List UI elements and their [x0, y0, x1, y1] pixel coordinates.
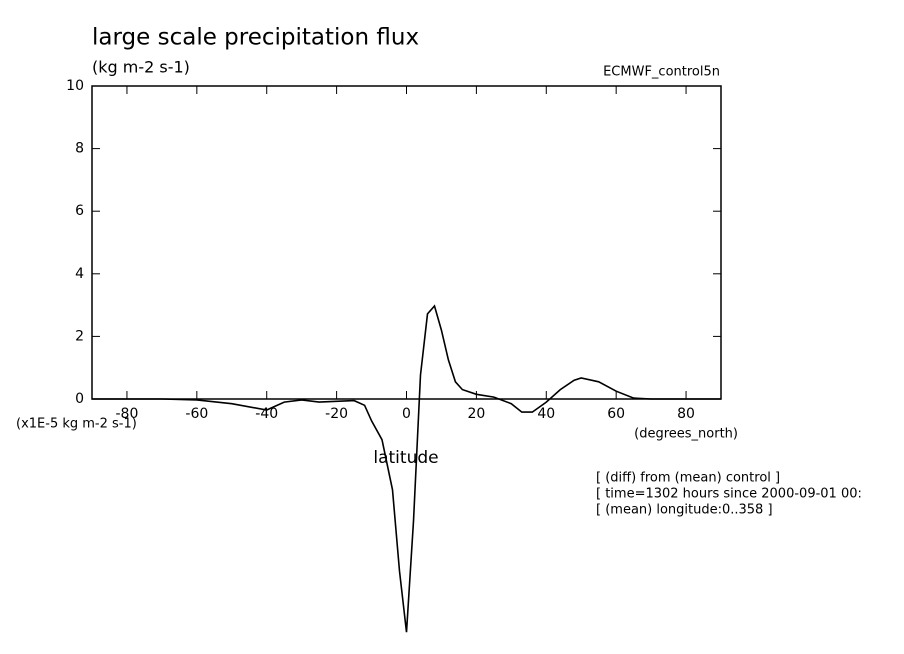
x-tick-label: 20: [467, 406, 485, 422]
y-units: (x1E-5 kg m-2 s-1): [16, 417, 137, 432]
note: [ (diff) from (mean) control ]: [596, 471, 780, 486]
data-line: [92, 304, 721, 633]
x-units: (degrees_north): [634, 427, 738, 442]
y-tick-label: 10: [66, 78, 84, 94]
note: [ time=1302 hours since 2000-09-01 00:: [596, 487, 862, 502]
dataset-label: ECMWF_control5n: [603, 65, 720, 80]
y-tick-label: 2: [75, 328, 84, 344]
x-axis-label: latitude: [373, 448, 438, 468]
x-tick-label: -60: [185, 406, 208, 422]
x-tick-label: -80: [116, 406, 139, 422]
chart-subtitle: (kg m-2 s-1): [92, 58, 190, 77]
x-tick-label: 60: [607, 406, 625, 422]
x-tick-label: -20: [325, 406, 348, 422]
y-tick-label: 4: [75, 266, 84, 282]
x-tick-label: 40: [537, 406, 555, 422]
note: [ (mean) longitude:0..358 ]: [596, 503, 773, 518]
plot-frame: [91, 85, 722, 400]
x-tick-label: -40: [255, 406, 278, 422]
chart-title: large scale precipitation flux: [92, 25, 419, 51]
x-tick-label: 0: [402, 406, 411, 422]
x-tick-label: 80: [677, 406, 695, 422]
y-tick-label: 0: [75, 391, 84, 407]
y-tick-label: 6: [75, 203, 84, 219]
y-tick-label: 8: [75, 141, 84, 157]
